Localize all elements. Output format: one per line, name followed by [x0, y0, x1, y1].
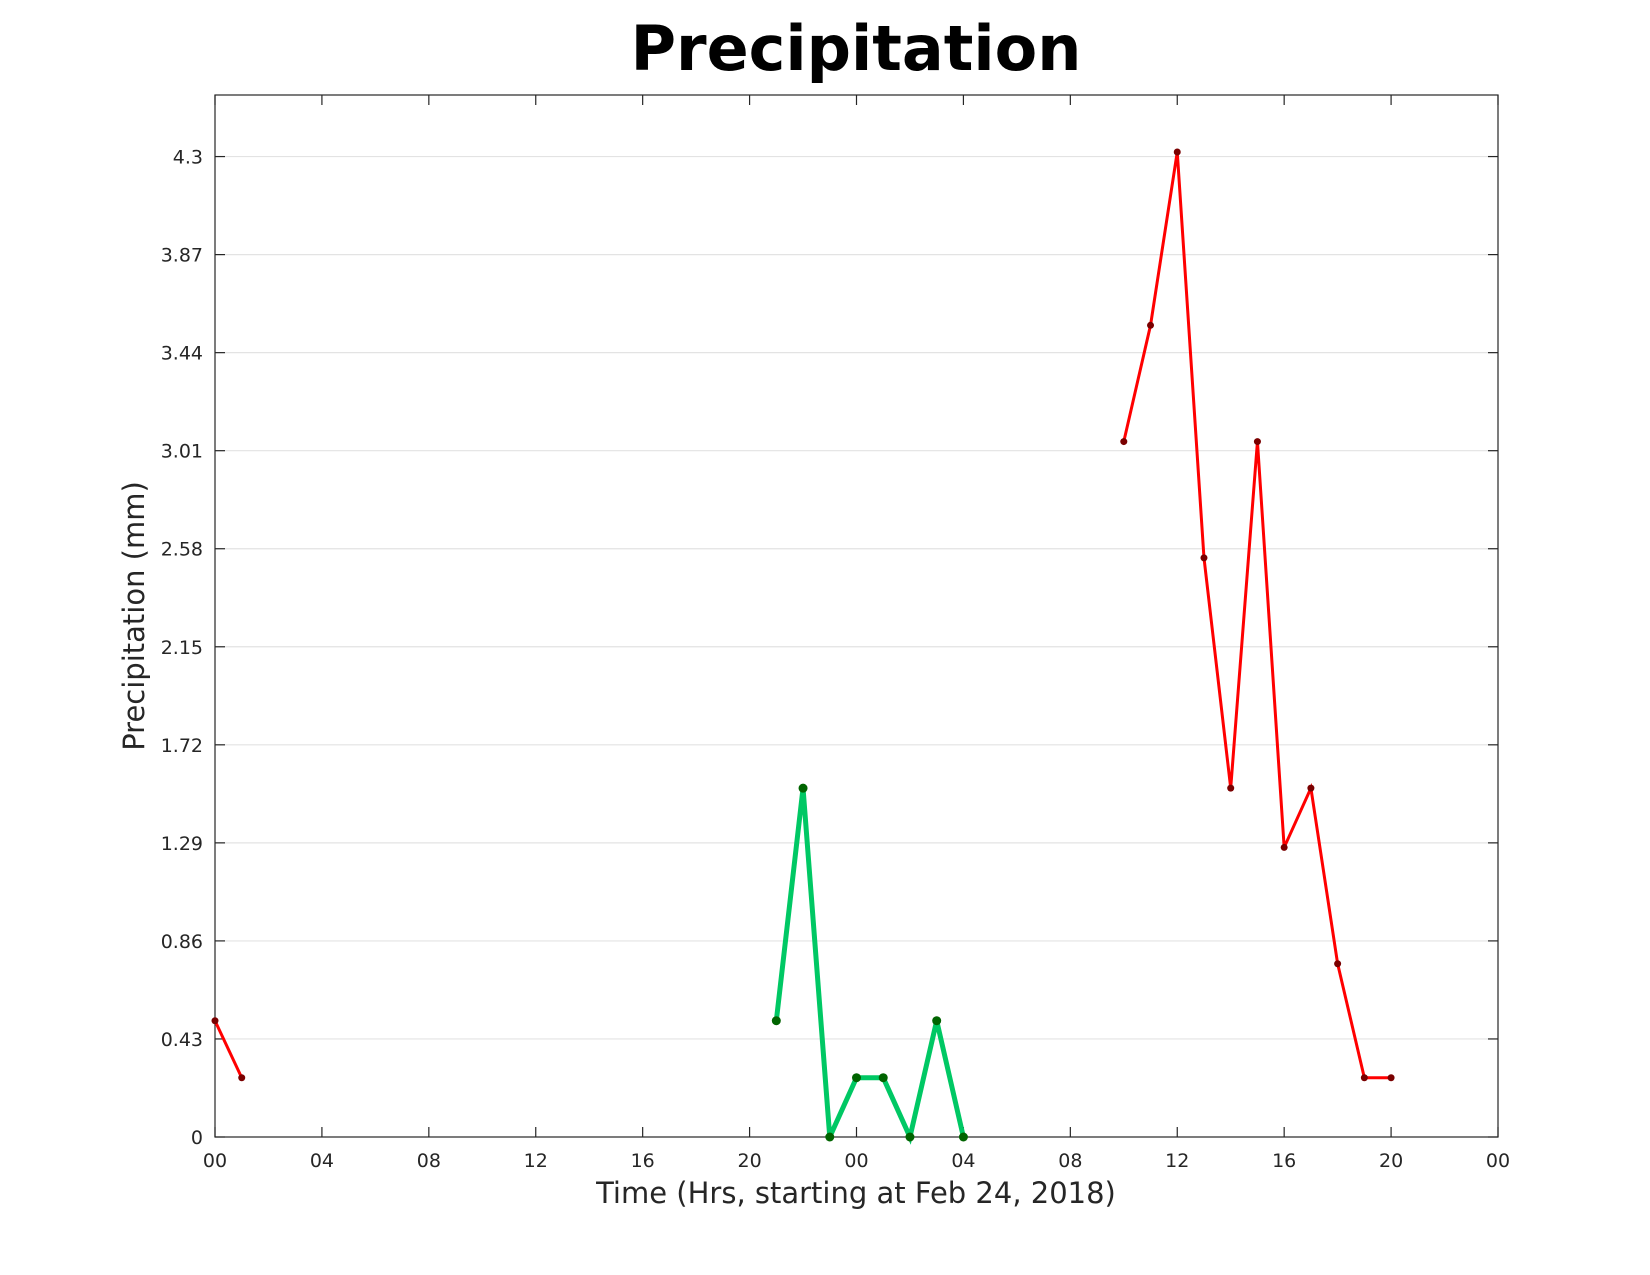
series-line-3 [1122, 151, 1392, 1080]
data-point [825, 1132, 835, 1142]
x-tick-label: 08 [1058, 1150, 1082, 1172]
data-point [1280, 843, 1288, 851]
x-tick-label: 16 [631, 1150, 655, 1172]
data-point [1387, 1074, 1395, 1082]
x-axis-tick-labels: 00 04 08 12 16 20 00 04 08 12 16 20 00 [203, 1150, 1510, 1172]
data-point [238, 1074, 246, 1082]
y-tick-label: 2.15 [161, 637, 203, 659]
data-point [771, 1016, 781, 1026]
y-tick-label: 1.72 [161, 735, 203, 757]
data-series [211, 148, 1395, 1145]
data-point [905, 1132, 915, 1142]
x-tick-label: 04 [310, 1150, 334, 1172]
data-point [958, 1132, 968, 1142]
data-point [1253, 438, 1261, 446]
y-tick-label: 3.01 [161, 441, 203, 463]
series-line-1 [213, 1020, 244, 1079]
x-tick-label: 00 [203, 1150, 227, 1172]
y-axis-label: Precipitation (mm) [117, 481, 151, 751]
x-tick-label: 12 [524, 1150, 548, 1172]
x-axis-label: Time (Hrs, starting at Feb 24, 2018) [595, 1176, 1116, 1210]
y-tick-label: 4.3 [173, 147, 203, 169]
data-point [1334, 960, 1342, 968]
data-point [798, 783, 808, 793]
x-tick-label: 00 [844, 1150, 868, 1172]
data-point [1307, 784, 1315, 792]
y-tick-label: 1.29 [161, 833, 203, 855]
data-point [1147, 321, 1155, 329]
x-tick-label: 20 [1379, 1150, 1403, 1172]
chart-title: Precipitation [631, 12, 1082, 85]
data-point [1200, 554, 1208, 562]
y-tick-label: 0.43 [161, 1029, 203, 1051]
grid-lines [215, 155, 1498, 1040]
x-tick-label: 00 [1486, 1150, 1510, 1172]
y-tick-label: 2.58 [161, 539, 203, 561]
y-tick-label: 3.44 [161, 343, 203, 365]
y-tick-label: 0.86 [161, 931, 203, 953]
axis-ticks [214, 95, 1499, 1138]
x-tick-label: 04 [951, 1150, 975, 1172]
plot-area [214, 94, 1499, 1138]
y-tick-label: 0 [191, 1127, 203, 1149]
data-point [1360, 1074, 1368, 1082]
x-tick-label: 16 [1272, 1150, 1296, 1172]
y-axis-tick-labels: 0 0.43 0.86 1.29 1.72 2.15 2.58 3.01 3.44 3.87 4.3 [161, 147, 203, 1149]
series-line-2 [773, 787, 966, 1145]
data-point [852, 1073, 861, 1083]
data-point [1227, 784, 1235, 792]
x-tick-label: 12 [1165, 1150, 1189, 1172]
y-tick-label: 3.87 [161, 245, 203, 267]
data-point [211, 1017, 219, 1025]
data-point [932, 1016, 942, 1026]
x-tick-label: 08 [417, 1150, 441, 1172]
data-point [878, 1073, 888, 1083]
data-point [1173, 148, 1181, 156]
x-tick-label: 20 [737, 1150, 761, 1172]
data-point [1120, 438, 1128, 446]
